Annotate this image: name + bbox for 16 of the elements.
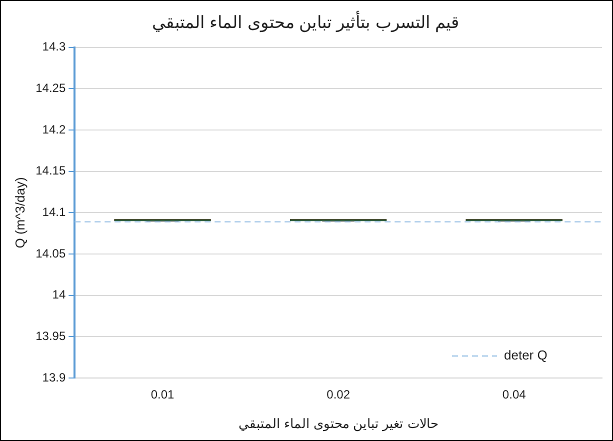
x-axis-title: حالات تغير تباين محتوى الماء المتبقي — [238, 416, 438, 432]
chart-title: قيم التسرب بتأثير تباين محتوى الماء المتبقي — [152, 10, 460, 33]
y-tick-label: 13.9 — [42, 370, 66, 384]
y-tick-label: 13.95 — [36, 328, 66, 343]
x-tick-label: 0.02 — [326, 388, 350, 402]
y-tick-label: 14.3 — [42, 40, 66, 54]
y-tick-label: 14.2 — [42, 122, 66, 136]
y-tick-label: 14.15 — [36, 164, 66, 178]
x-tick-label: 0.04 — [502, 388, 526, 402]
y-tick-label: 14.1 — [42, 205, 66, 220]
y-axis-title: Q (m^3/day) — [12, 177, 28, 248]
y-tick-label: 14.05 — [36, 246, 66, 260]
legend-label: deter Q — [504, 348, 548, 363]
x-tick-label: 0.01 — [150, 388, 175, 402]
y-tick-label: 14 — [52, 288, 66, 302]
y-tick-label: 14.25 — [36, 81, 66, 96]
